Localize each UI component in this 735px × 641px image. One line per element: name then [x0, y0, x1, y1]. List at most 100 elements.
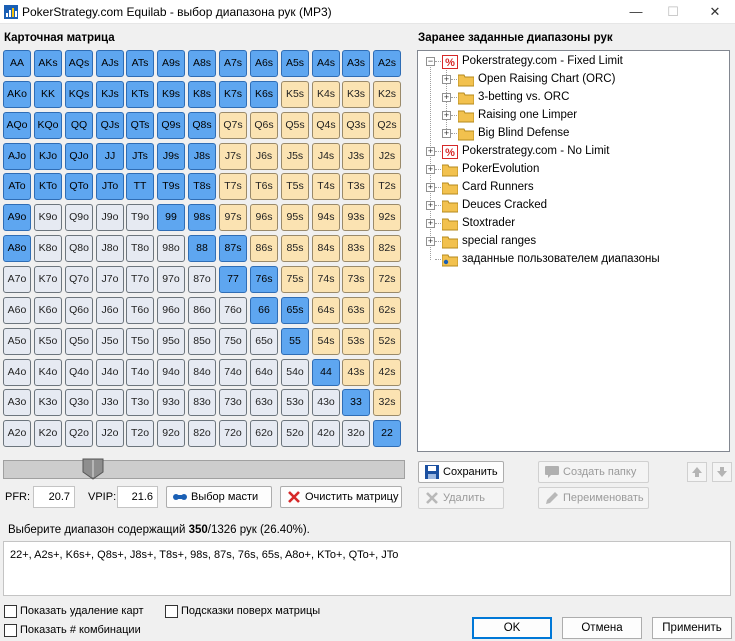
minimize-button[interactable]: — — [629, 4, 643, 19]
hand-cell-J3s[interactable]: J3s — [342, 143, 370, 170]
hand-cell-T5o[interactable]: T5o — [126, 328, 154, 355]
hand-cell-QTo[interactable]: QTo — [65, 173, 93, 200]
expand-icon[interactable]: + — [442, 74, 451, 84]
hand-cell-TT[interactable]: TT — [126, 173, 154, 200]
hand-cell-Q2s[interactable]: Q2s — [373, 112, 401, 139]
hand-cell-95s[interactable]: 95s — [281, 204, 309, 231]
hand-cell-43o[interactable]: 43o — [312, 389, 340, 416]
hand-cell-Q8o[interactable]: Q8o — [65, 235, 93, 262]
hand-cell-76s[interactable]: 76s — [250, 266, 278, 293]
hand-cell-J4o[interactable]: J4o — [96, 359, 124, 386]
hand-cell-74o[interactable]: 74o — [219, 359, 247, 386]
hand-cell-76o[interactable]: 76o — [219, 297, 247, 324]
hand-cell-Q7s[interactable]: Q7s — [219, 112, 247, 139]
hand-cell-QQ[interactable]: QQ — [65, 112, 93, 139]
expand-icon[interactable]: + — [426, 146, 435, 156]
hand-cell-Q4o[interactable]: Q4o — [65, 359, 93, 386]
hand-cell-A5o[interactable]: A5o — [3, 328, 31, 355]
hand-cell-T2o[interactable]: T2o — [126, 420, 154, 447]
hand-cell-73s[interactable]: 73s — [342, 266, 370, 293]
cancel-button[interactable]: Отмена — [562, 617, 642, 639]
hand-cell-J2s[interactable]: J2s — [373, 143, 401, 170]
vpip-input[interactable]: 21.6 — [117, 486, 158, 508]
hand-cell-QJo[interactable]: QJo — [65, 143, 93, 170]
hand-cell-KK[interactable]: KK — [34, 81, 62, 108]
hand-cell-Q8s[interactable]: Q8s — [188, 112, 216, 139]
collapse-icon[interactable]: − — [426, 56, 435, 66]
hand-cell-44[interactable]: 44 — [312, 359, 340, 386]
hand-cell-AQo[interactable]: AQo — [3, 112, 31, 139]
hand-cell-T9s[interactable]: T9s — [157, 173, 185, 200]
hand-cell-86o[interactable]: 86o — [188, 297, 216, 324]
hand-cell-87s[interactable]: 87s — [219, 235, 247, 262]
hand-cell-K8s[interactable]: K8s — [188, 81, 216, 108]
hand-cell-62o[interactable]: 62o — [250, 420, 278, 447]
hand-cell-83o[interactable]: 83o — [188, 389, 216, 416]
hand-cell-A8o[interactable]: A8o — [3, 235, 31, 262]
hand-cell-85o[interactable]: 85o — [188, 328, 216, 355]
hand-cell-T6s[interactable]: T6s — [250, 173, 278, 200]
hand-cell-J2o[interactable]: J2o — [96, 420, 124, 447]
hand-cell-86s[interactable]: 86s — [250, 235, 278, 262]
pfr-input[interactable]: 20.7 — [33, 486, 75, 508]
hand-cell-T3o[interactable]: T3o — [126, 389, 154, 416]
hand-cell-J9s[interactable]: J9s — [157, 143, 185, 170]
hand-cell-A6s[interactable]: A6s — [250, 50, 278, 77]
hand-cell-77[interactable]: 77 — [219, 266, 247, 293]
close-button[interactable]: ✕ — [709, 4, 721, 19]
move-up-button[interactable] — [687, 462, 707, 482]
hand-cell-KQs[interactable]: KQs — [65, 81, 93, 108]
hand-cell-K7s[interactable]: K7s — [219, 81, 247, 108]
hand-cell-T9o[interactable]: T9o — [126, 204, 154, 231]
hand-cell-T7o[interactable]: T7o — [126, 266, 154, 293]
range-slider-track[interactable] — [3, 460, 405, 479]
hand-cell-Q9s[interactable]: Q9s — [157, 112, 185, 139]
hand-cell-93s[interactable]: 93s — [342, 204, 370, 231]
hand-cell-K9o[interactable]: K9o — [34, 204, 62, 231]
hand-cell-ATs[interactable]: ATs — [126, 50, 154, 77]
hand-cell-K3s[interactable]: K3s — [342, 81, 370, 108]
hand-cell-T4s[interactable]: T4s — [312, 173, 340, 200]
hand-cell-K5o[interactable]: K5o — [34, 328, 62, 355]
hand-cell-T3s[interactable]: T3s — [342, 173, 370, 200]
hand-cell-32o[interactable]: 32o — [342, 420, 370, 447]
hand-cell-92o[interactable]: 92o — [157, 420, 185, 447]
hand-cell-J6o[interactable]: J6o — [96, 297, 124, 324]
expand-icon[interactable]: + — [426, 200, 435, 210]
hand-cell-Q7o[interactable]: Q7o — [65, 266, 93, 293]
hand-cell-A3s[interactable]: A3s — [342, 50, 370, 77]
hand-cell-96s[interactable]: 96s — [250, 204, 278, 231]
save-button[interactable]: Сохранить — [418, 461, 504, 483]
hand-cell-Q5o[interactable]: Q5o — [65, 328, 93, 355]
hand-cell-AJo[interactable]: AJo — [3, 143, 31, 170]
hand-cell-85s[interactable]: 85s — [281, 235, 309, 262]
hand-cell-A2s[interactable]: A2s — [373, 50, 401, 77]
hand-cell-T4o[interactable]: T4o — [126, 359, 154, 386]
hand-cell-32s[interactable]: 32s — [373, 389, 401, 416]
hand-cell-T7s[interactable]: T7s — [219, 173, 247, 200]
expand-icon[interactable]: + — [426, 218, 435, 228]
hand-cell-Q6o[interactable]: Q6o — [65, 297, 93, 324]
hand-cell-Q2o[interactable]: Q2o — [65, 420, 93, 447]
hand-cell-J5o[interactable]: J5o — [96, 328, 124, 355]
expand-icon[interactable]: + — [442, 92, 451, 102]
hand-cell-Q3s[interactable]: Q3s — [342, 112, 370, 139]
hand-cell-Q4s[interactable]: Q4s — [312, 112, 340, 139]
hand-cell-52o[interactable]: 52o — [281, 420, 309, 447]
hand-cell-AA[interactable]: AA — [3, 50, 31, 77]
hand-cell-A6o[interactable]: A6o — [3, 297, 31, 324]
hand-cell-T2s[interactable]: T2s — [373, 173, 401, 200]
hand-cell-74s[interactable]: 74s — [312, 266, 340, 293]
range-text-field[interactable]: 22+, A2s+, K6s+, Q8s+, J8s+, T8s+, 98s, … — [3, 541, 731, 596]
delete-button[interactable]: Удалить — [418, 487, 504, 509]
hand-cell-87o[interactable]: 87o — [188, 266, 216, 293]
hand-cell-K6o[interactable]: K6o — [34, 297, 62, 324]
hand-cell-J4s[interactable]: J4s — [312, 143, 340, 170]
hand-cell-JJ[interactable]: JJ — [96, 143, 124, 170]
hand-cell-75o[interactable]: 75o — [219, 328, 247, 355]
hand-cell-K2o[interactable]: K2o — [34, 420, 62, 447]
hand-cell-42s[interactable]: 42s — [373, 359, 401, 386]
hand-cell-88[interactable]: 88 — [188, 235, 216, 262]
hand-cell-JTo[interactable]: JTo — [96, 173, 124, 200]
hand-cell-J7s[interactable]: J7s — [219, 143, 247, 170]
